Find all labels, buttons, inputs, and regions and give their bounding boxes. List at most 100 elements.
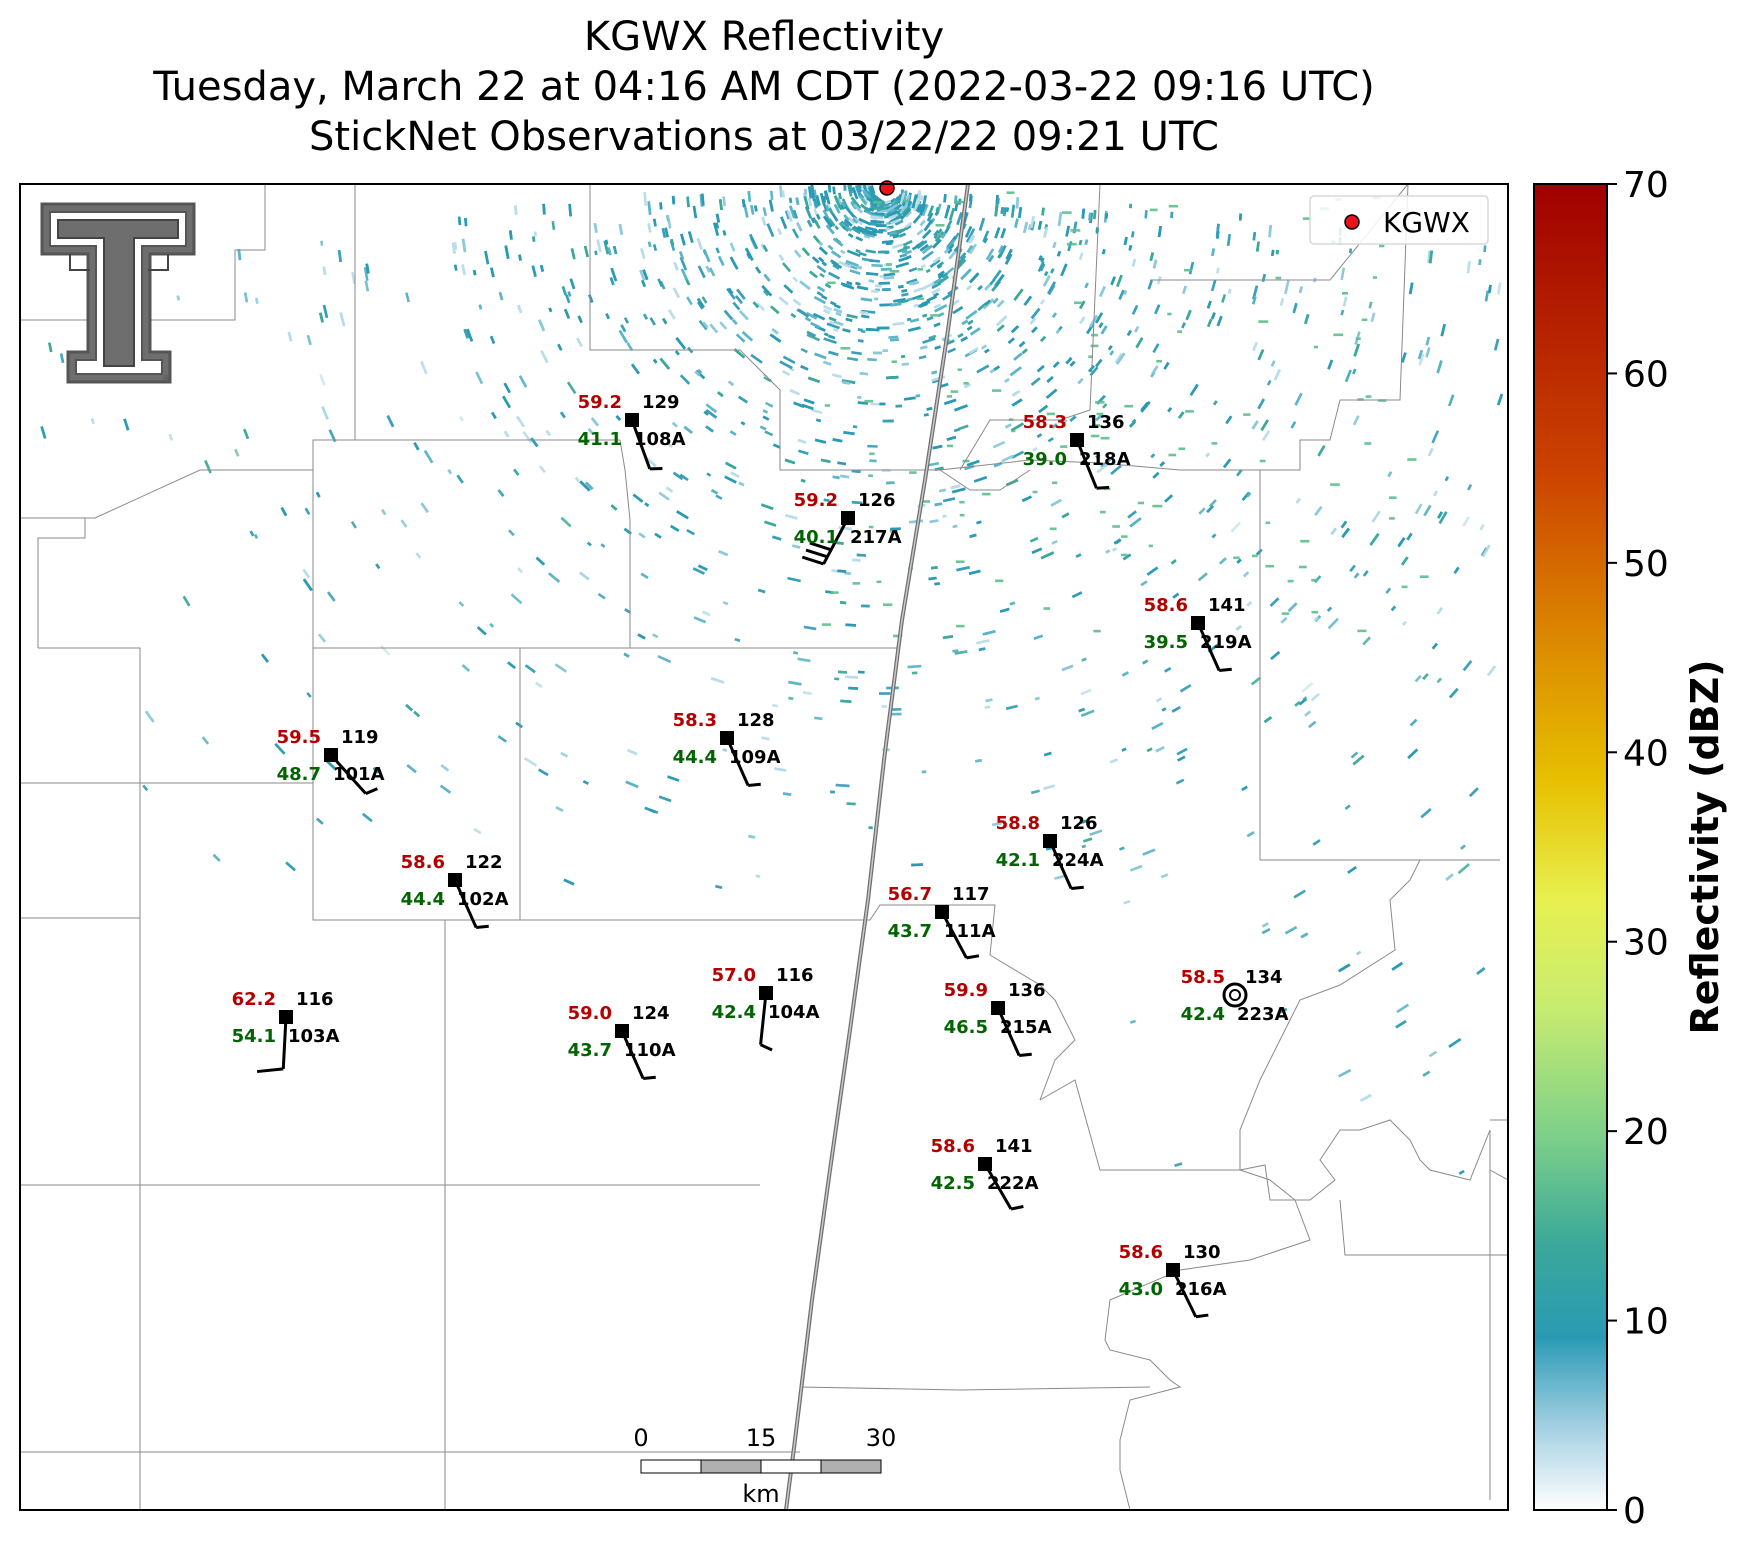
station-id: 101A <box>333 764 385 785</box>
station-temperature: 58.6 <box>401 852 445 873</box>
station-temperature: 56.7 <box>888 884 932 905</box>
station-id: 222A <box>987 1173 1039 1194</box>
colorbar-tick-label: 10 <box>1623 1302 1669 1343</box>
station-id: 108A <box>634 429 686 450</box>
station-pressure: 116 <box>296 989 334 1010</box>
station-id: 111A <box>944 921 996 942</box>
colorbar-gradient <box>1533 183 1608 1511</box>
station-temperature: 62.2 <box>232 989 276 1010</box>
wind-barb-staff <box>1075 439 1098 489</box>
station-pressure: 134 <box>1245 967 1283 988</box>
station-temperature: 58.3 <box>1023 412 1067 433</box>
wind-barb-flag <box>1219 667 1232 672</box>
station-pressure: 128 <box>737 710 775 731</box>
radar-echoes <box>40 184 1504 1175</box>
title-block: KGWX Reflectivity Tuesday, March 22 at 0… <box>20 12 1508 162</box>
station-pressure: 119 <box>341 727 379 748</box>
title-line-1: KGWX Reflectivity <box>583 14 945 60</box>
station-215A: 59.9 136 46.5 215A <box>944 980 1052 1057</box>
station-id: 216A <box>1175 1279 1227 1300</box>
map-frame <box>19 183 1509 1511</box>
station-pressure: 141 <box>995 1136 1033 1157</box>
station-marker <box>1070 433 1084 447</box>
station-dewpoint: 40.1 <box>794 527 838 548</box>
station-dewpoint: 46.5 <box>944 1017 988 1038</box>
map-legend: KGWX <box>1309 195 1489 245</box>
wind-barb-flag <box>801 555 825 566</box>
station-219A: 58.6 141 39.5 219A <box>1144 595 1252 672</box>
colorbar-tick-label: 0 <box>1623 1491 1646 1532</box>
station-223A: 58.5 134 42.4 223A <box>1181 967 1289 1025</box>
station-marker <box>279 1010 293 1024</box>
station-pressure: 116 <box>776 965 814 986</box>
station-marker <box>720 731 734 745</box>
wind-barb-flag <box>365 787 378 796</box>
station-dewpoint: 43.7 <box>888 921 932 942</box>
station-temperature: 59.5 <box>277 727 321 748</box>
legend-marker-icon <box>1344 214 1360 230</box>
station-id: 110A <box>624 1040 676 1061</box>
colorbar-tick-label: 40 <box>1623 733 1669 774</box>
title-line-3: StickNet Observations at 03/22/22 09:21 … <box>309 114 1219 160</box>
scale-tick-0: 0 <box>633 1424 648 1452</box>
station-224A: 58.8 126 42.1 224A <box>996 813 1104 890</box>
station-marker <box>935 905 949 919</box>
scale-tick-2: 30 <box>866 1424 897 1452</box>
wind-barb-flag <box>759 1043 773 1052</box>
wind-barb-flag <box>1096 485 1110 490</box>
station-pressure: 141 <box>1208 595 1246 616</box>
station-marker <box>625 413 639 427</box>
station-dewpoint: 54.1 <box>232 1026 276 1047</box>
wind-barb-flag <box>809 541 832 552</box>
station-temperature: 58.6 <box>1119 1242 1163 1263</box>
station-temperature: 58.6 <box>931 1136 975 1157</box>
scale-tick-1: 15 <box>746 1424 777 1452</box>
wind-barb-flag <box>748 782 761 787</box>
station-dewpoint: 42.1 <box>996 850 1040 871</box>
station-temperature: 58.3 <box>673 710 717 731</box>
station-109A: 58.3 128 44.4 109A <box>673 710 781 787</box>
station-dewpoint: 41.1 <box>578 429 622 450</box>
colorbar-ticks: 0 10 20 30 40 50 60 70 <box>1607 165 1669 1532</box>
wind-barb-staff <box>983 1163 1013 1210</box>
station-101A: 59.5 119 48.7 101A <box>277 727 385 796</box>
station-id: 223A <box>1237 1004 1289 1025</box>
colorbar-tick-label: 50 <box>1623 544 1669 585</box>
wind-barb-flag <box>643 1075 656 1080</box>
station-id: 102A <box>457 889 509 910</box>
station-pressure: 136 <box>1087 412 1125 433</box>
map-background <box>20 184 1508 1510</box>
station-temperature: 58.6 <box>1144 595 1188 616</box>
wind-barb-flag <box>805 548 828 559</box>
wind-barb-staff <box>725 737 750 787</box>
wind-barb-flag <box>966 954 980 960</box>
station-marker <box>759 986 773 1000</box>
station-dewpoint: 42.4 <box>1181 1004 1225 1025</box>
colorbar-tick-label: 60 <box>1623 354 1669 395</box>
station-dewpoint: 44.4 <box>673 747 717 768</box>
station-pressure: 136 <box>1008 980 1046 1001</box>
wind-barb-staff <box>1048 840 1073 890</box>
colorbar: 0 10 20 30 40 50 60 70 Reflectivity (dBZ) <box>1533 165 1727 1532</box>
colorbar-tick-label: 20 <box>1623 1112 1669 1153</box>
scale-bar: 0 15 30 km <box>633 1424 896 1508</box>
colorbar-label: Reflectivity (dBZ) <box>1683 659 1727 1034</box>
station-marker <box>841 511 855 525</box>
scale-unit: km <box>742 1480 779 1508</box>
wind-barb-staff <box>940 911 968 959</box>
texas-tech-double-t-logo: ® <box>40 202 196 385</box>
station-pressure: 126 <box>1060 813 1098 834</box>
station-108A: 59.2 129 41.1 108A <box>578 392 686 471</box>
calm-wind-icon <box>1222 982 1248 1008</box>
station-temperature: 59.9 <box>944 980 988 1001</box>
station-dewpoint: 39.5 <box>1144 632 1188 653</box>
station-marker <box>978 1157 992 1171</box>
wind-barb-staff <box>1171 1269 1198 1318</box>
wind-barb-flag <box>1195 1313 1209 1319</box>
station-temperature: 59.0 <box>568 1003 612 1024</box>
legend-label: KGWX <box>1383 206 1470 239</box>
station-pressure: 130 <box>1183 1242 1221 1263</box>
station-dewpoint: 42.4 <box>712 1002 756 1023</box>
station-temperature: 58.5 <box>1181 967 1225 988</box>
